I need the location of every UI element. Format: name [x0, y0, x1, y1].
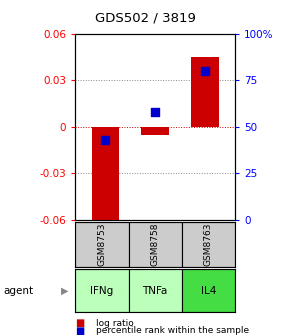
Text: ▶: ▶ — [61, 286, 68, 296]
Bar — [182, 269, 235, 312]
Text: IFNg: IFNg — [90, 286, 114, 296]
Point — [203, 68, 207, 74]
Bar — [128, 269, 182, 312]
Point — [153, 109, 157, 115]
Bar — [75, 269, 128, 312]
Bar — [191, 57, 219, 127]
Text: log ratio: log ratio — [96, 319, 133, 328]
Bar — [142, 127, 169, 135]
Bar — [128, 222, 182, 267]
Text: GSM8763: GSM8763 — [204, 223, 213, 266]
Text: agent: agent — [3, 286, 33, 296]
Bar — [92, 127, 119, 228]
Text: GSM8753: GSM8753 — [97, 223, 106, 266]
Text: ■: ■ — [75, 326, 85, 336]
Bar — [75, 222, 128, 267]
Text: TNFa: TNFa — [142, 286, 168, 296]
Text: ■: ■ — [75, 318, 85, 328]
Text: IL4: IL4 — [201, 286, 216, 296]
Text: GSM8758: GSM8758 — [151, 223, 160, 266]
Text: GDS502 / 3819: GDS502 / 3819 — [95, 12, 195, 25]
Bar — [182, 222, 235, 267]
Text: percentile rank within the sample: percentile rank within the sample — [96, 327, 249, 335]
Point — [103, 137, 108, 142]
